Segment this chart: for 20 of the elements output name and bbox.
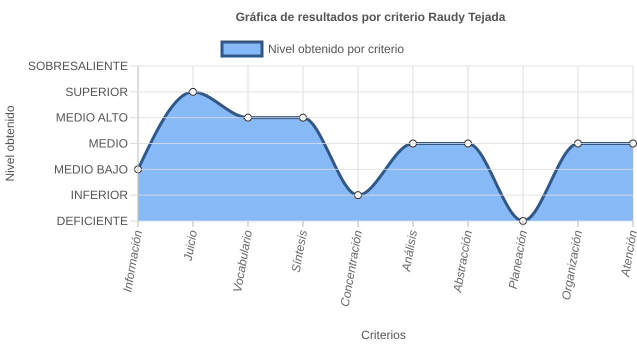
- ref-line-label: MEDIO BAJO: [54, 162, 128, 176]
- x-tick-label: Atención: [618, 228, 637, 278]
- x-tick-label: Análisis: [398, 229, 420, 274]
- x-tick-label: Planeación: [506, 228, 530, 290]
- text: Nivel obtenido por criterio: [268, 42, 404, 56]
- ref-line-label: SUPERIOR: [65, 84, 128, 99]
- ref-line-label: MEDIO: [88, 136, 128, 150]
- x-axis-title: Criterios: [361, 328, 406, 342]
- x-tick-label: Juicio: [180, 228, 200, 263]
- x-tick-label: Información: [120, 228, 146, 294]
- chart-title: Gráfica de resultados por criterio Raudy Tejada: [236, 10, 506, 24]
- ref-line-label: SOBRESALIENTE: [28, 59, 128, 73]
- x-tick-label: Organización: [558, 228, 586, 302]
- ref-line-label: DEFICIENTE: [56, 214, 128, 228]
- ref-line-label: INFERIOR: [70, 188, 128, 202]
- ref-line-label: MEDIO ALTO: [56, 110, 128, 125]
- x-tick-label: Abstracción: [450, 228, 476, 294]
- x-tick-label: Síntesis: [288, 229, 310, 274]
- x-tick-label: Vocabulario: [230, 228, 256, 294]
- text: Nivel obtenido: [3, 105, 17, 182]
